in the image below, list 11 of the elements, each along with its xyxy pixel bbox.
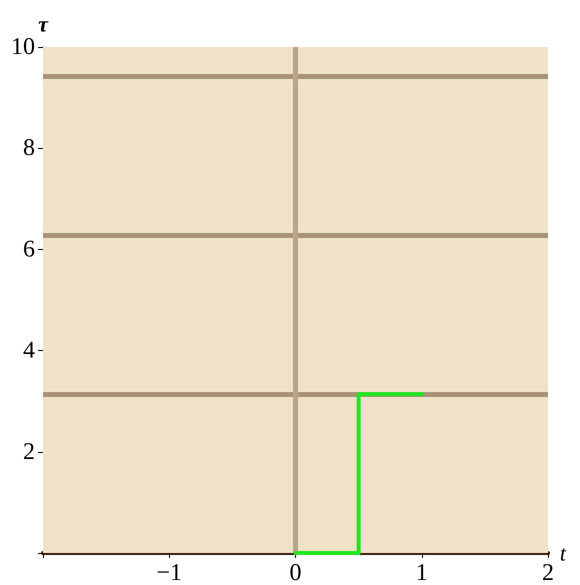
y-tick-label: 4 [23,338,35,364]
y-tick-label: 10 [11,34,35,60]
y-tick-label: 6 [23,236,35,262]
x-tick-label: −1 [156,560,182,585]
x-axis-title: t [560,540,567,566]
x-tick-label: 0 [290,560,302,585]
y-tick-label: 8 [23,135,35,162]
x-tick-label: 2 [542,560,554,585]
x-tick-label: 1 [416,560,428,585]
y-axis-title: τ [38,12,50,37]
y-tick-label: 2 [23,438,35,465]
